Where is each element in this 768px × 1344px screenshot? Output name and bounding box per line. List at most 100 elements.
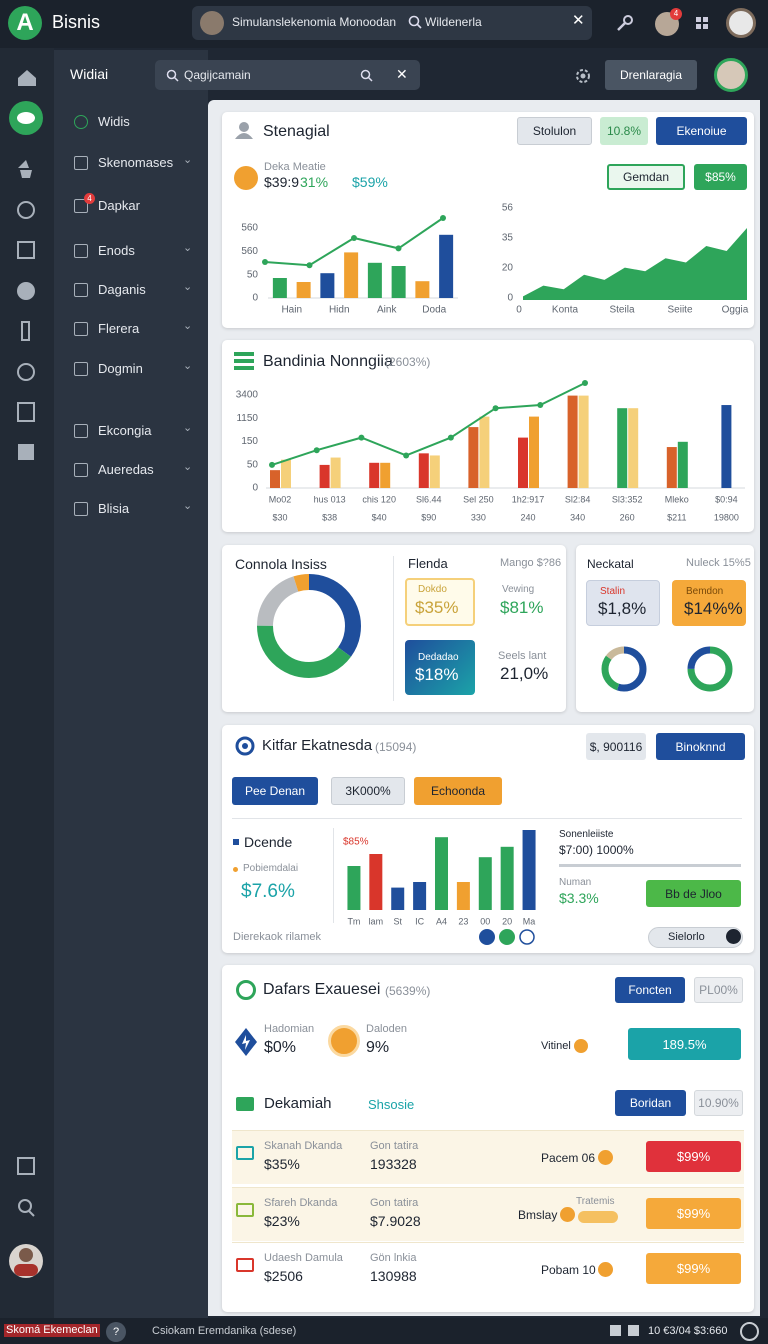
sidebar-item-icon — [74, 424, 88, 438]
x-tick-label: 1h2:917 — [512, 494, 545, 504]
side-value: $7:00) 1000% — [559, 843, 634, 857]
shape — [242, 743, 248, 749]
sidebar-item[interactable]: Enods — [98, 243, 135, 258]
row-action[interactable]: $99% — [646, 1141, 741, 1172]
row-action[interactable]: $99% — [646, 1198, 741, 1229]
bar — [478, 857, 492, 910]
toggle[interactable] — [648, 927, 743, 948]
bar — [439, 234, 454, 298]
sidebar-item-icon — [74, 244, 88, 258]
overview-action[interactable]: Gemdan — [607, 164, 685, 190]
shape — [234, 359, 254, 363]
bar — [380, 462, 391, 488]
divider — [393, 556, 394, 701]
bar — [344, 252, 359, 298]
sidebar — [54, 50, 208, 1318]
grid-icon[interactable] — [696, 17, 708, 29]
expenses-button[interactable]: Foncten — [615, 977, 685, 1003]
row-icon — [236, 1146, 254, 1160]
toolbar-avatar[interactable] — [714, 58, 748, 92]
row-action[interactable]: $99% — [646, 1253, 741, 1284]
y-tick-label: 150 — [241, 436, 258, 447]
search-text: Simulanslekenomia Monoodan — [232, 15, 397, 29]
trend-point — [262, 259, 268, 265]
search-icon — [408, 15, 422, 29]
tile-label: Dokdo — [418, 584, 447, 595]
shape — [234, 352, 254, 356]
toolbar-button[interactable]: Drenlaragia — [605, 60, 697, 90]
stat-icon — [235, 1028, 257, 1056]
x-tick-label: Mo02 — [269, 494, 292, 504]
trend-point — [447, 434, 454, 441]
bar — [391, 887, 405, 910]
settings-icon[interactable] — [574, 67, 592, 85]
chevron: ⌄ — [183, 422, 193, 434]
side-button[interactable]: Bb de Jloo — [646, 880, 741, 907]
network-note: Nuleck 15%5 — [686, 557, 751, 569]
filter-button[interactable]: Echoonda — [414, 777, 502, 805]
overview-button[interactable]: Stolulon — [517, 117, 592, 145]
search-box[interactable] — [192, 6, 592, 40]
shape — [623, 15, 633, 25]
bar — [529, 416, 539, 488]
trend-point — [537, 402, 544, 409]
bar — [677, 441, 688, 488]
overview-action[interactable]: $85% — [694, 164, 747, 190]
profile-avatar[interactable] — [726, 8, 756, 38]
trend-point — [492, 405, 499, 412]
shape — [234, 366, 254, 370]
factors-icon — [235, 736, 255, 756]
donut-segment — [257, 574, 361, 678]
sidebar-item[interactable]: Dapkar — [98, 198, 140, 213]
insights-donut — [257, 574, 361, 678]
overview-button[interactable]: 10.8% — [600, 117, 648, 145]
row-tag: Pacem 06 — [541, 1151, 596, 1165]
expenses-icon — [236, 980, 256, 1000]
trend-point — [351, 235, 357, 241]
sidebar-item[interactable]: Ekcongia — [98, 423, 152, 438]
y-tick-label: 35 — [502, 233, 514, 244]
y-tick-label: 50 — [247, 269, 259, 280]
tool-icon[interactable] — [616, 14, 634, 32]
sidebar-item[interactable]: Dogmin — [98, 361, 143, 376]
help-button[interactable]: ? — [106, 1322, 126, 1342]
status-icon[interactable] — [740, 1322, 759, 1341]
toolbar-search[interactable] — [155, 60, 420, 90]
toolbar-search-icon — [166, 69, 179, 82]
sidebar-item[interactable]: Aueredas — [98, 462, 154, 477]
toolbar-search-icon-2[interactable] — [360, 69, 373, 82]
section-link[interactable]: Shsosie — [368, 1097, 415, 1112]
sidebar-item[interactable]: Flerera — [98, 321, 140, 336]
close-icon[interactable]: ✕ — [572, 12, 585, 29]
trend-point — [440, 215, 446, 221]
sidebar-item-icon — [74, 156, 88, 170]
overview-area-chart: 56 35 20 00 Konta Steila Seiite Oggia — [502, 203, 749, 316]
toolbar-search-text: Qagijcamain — [184, 68, 251, 82]
shape — [499, 929, 515, 945]
overview-button[interactable]: Ekenoiue — [656, 117, 747, 145]
sidebar-item[interactable]: Widis — [98, 114, 130, 129]
toolbar-clear[interactable]: ✕ — [396, 66, 408, 82]
bar — [500, 846, 514, 910]
shape — [17, 282, 35, 300]
legend-label: Dcende — [244, 834, 293, 850]
sidebar-title: Widiai — [70, 66, 109, 82]
x-tick-label: Seiite — [667, 305, 692, 316]
sidebar-item[interactable]: Daganis — [98, 282, 146, 297]
filter-button[interactable]: Pee Denan — [232, 777, 318, 805]
factors-button[interactable]: Binoknnd — [656, 733, 745, 760]
comparison-icon — [234, 352, 254, 370]
status-button[interactable]: 189.5% — [628, 1028, 741, 1060]
section-button[interactable]: Boridan — [615, 1090, 686, 1116]
filter-button[interactable]: 3K000% — [331, 777, 405, 805]
bar — [347, 866, 361, 910]
factors-footer: Dierekaok rilamek — [233, 931, 322, 943]
row-amount: $7.9028 — [370, 1213, 421, 1229]
sidebar-item[interactable]: Blisia — [98, 501, 130, 516]
bar — [296, 282, 311, 298]
sidebar-item[interactable]: Skenomases — [98, 155, 174, 170]
x-tick-label: Ma — [523, 916, 536, 926]
bar — [418, 453, 429, 488]
brand: Bisnis — [52, 12, 101, 32]
tile-value: $14%% — [684, 599, 743, 618]
